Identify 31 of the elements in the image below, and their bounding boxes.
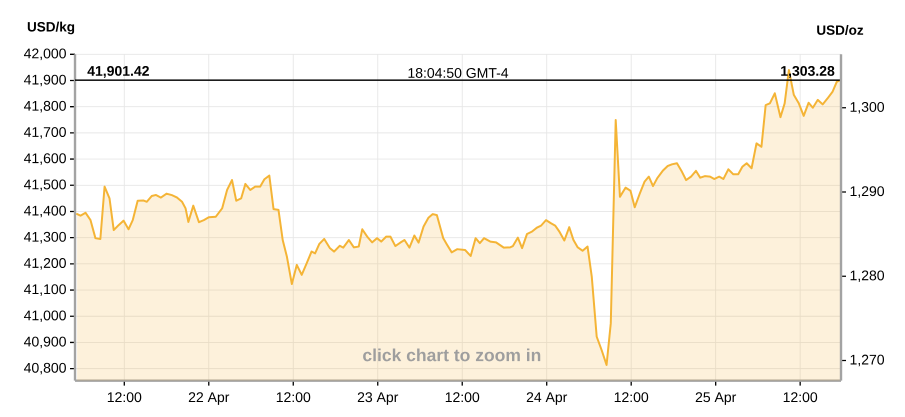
y-tick-label: 41,800 [24,100,66,112]
x-tick-label: 23 Apr [358,392,398,405]
x-tick-label: 12:00 [614,392,648,402]
y-tick-label: 41,000 [24,310,66,322]
ref-line-label: 41,901.42 [87,66,149,78]
x-tick-label: 22 Apr [188,392,230,405]
annotation: 18:04:50 GMT-4 [408,68,508,78]
x-tick-label: 12:00 [446,392,480,402]
annotation: click chart to zoom in [363,348,540,362]
y-tick-label: 41,100 [24,284,66,296]
y2-tick-label: 1,280 [850,270,884,282]
x-tick-label: 12:00 [108,392,142,402]
y2-tick-label: 1,290 [850,186,884,198]
y-axis-title: USD/kg [28,22,74,34]
x-tick-label: 25 Apr [696,392,736,405]
x-tick-label: 12:00 [276,392,310,402]
x-tick-label: 12:00 [784,392,818,402]
y2-tick-label: 1,270 [850,354,884,366]
y-tick-label: 40,800 [24,362,66,374]
y-tick-label: 41,600 [24,153,66,165]
y-tick-label: 41,700 [24,127,66,139]
y2-tick-label: 1,300 [850,102,884,114]
y-tick-label: 41,200 [24,258,66,270]
y2-axis-title: USD/oz [817,24,864,36]
y-tick-label: 42,000 [24,48,66,60]
y-tick-label: 41,500 [24,179,66,192]
y-tick-label: 41,400 [24,206,66,218]
y-tick-label: 41,900 [24,74,66,86]
y-tick-label: 40,900 [24,336,66,348]
y-tick-label: 41,300 [24,232,66,244]
x-tick-label: 24 Apr [526,392,568,405]
